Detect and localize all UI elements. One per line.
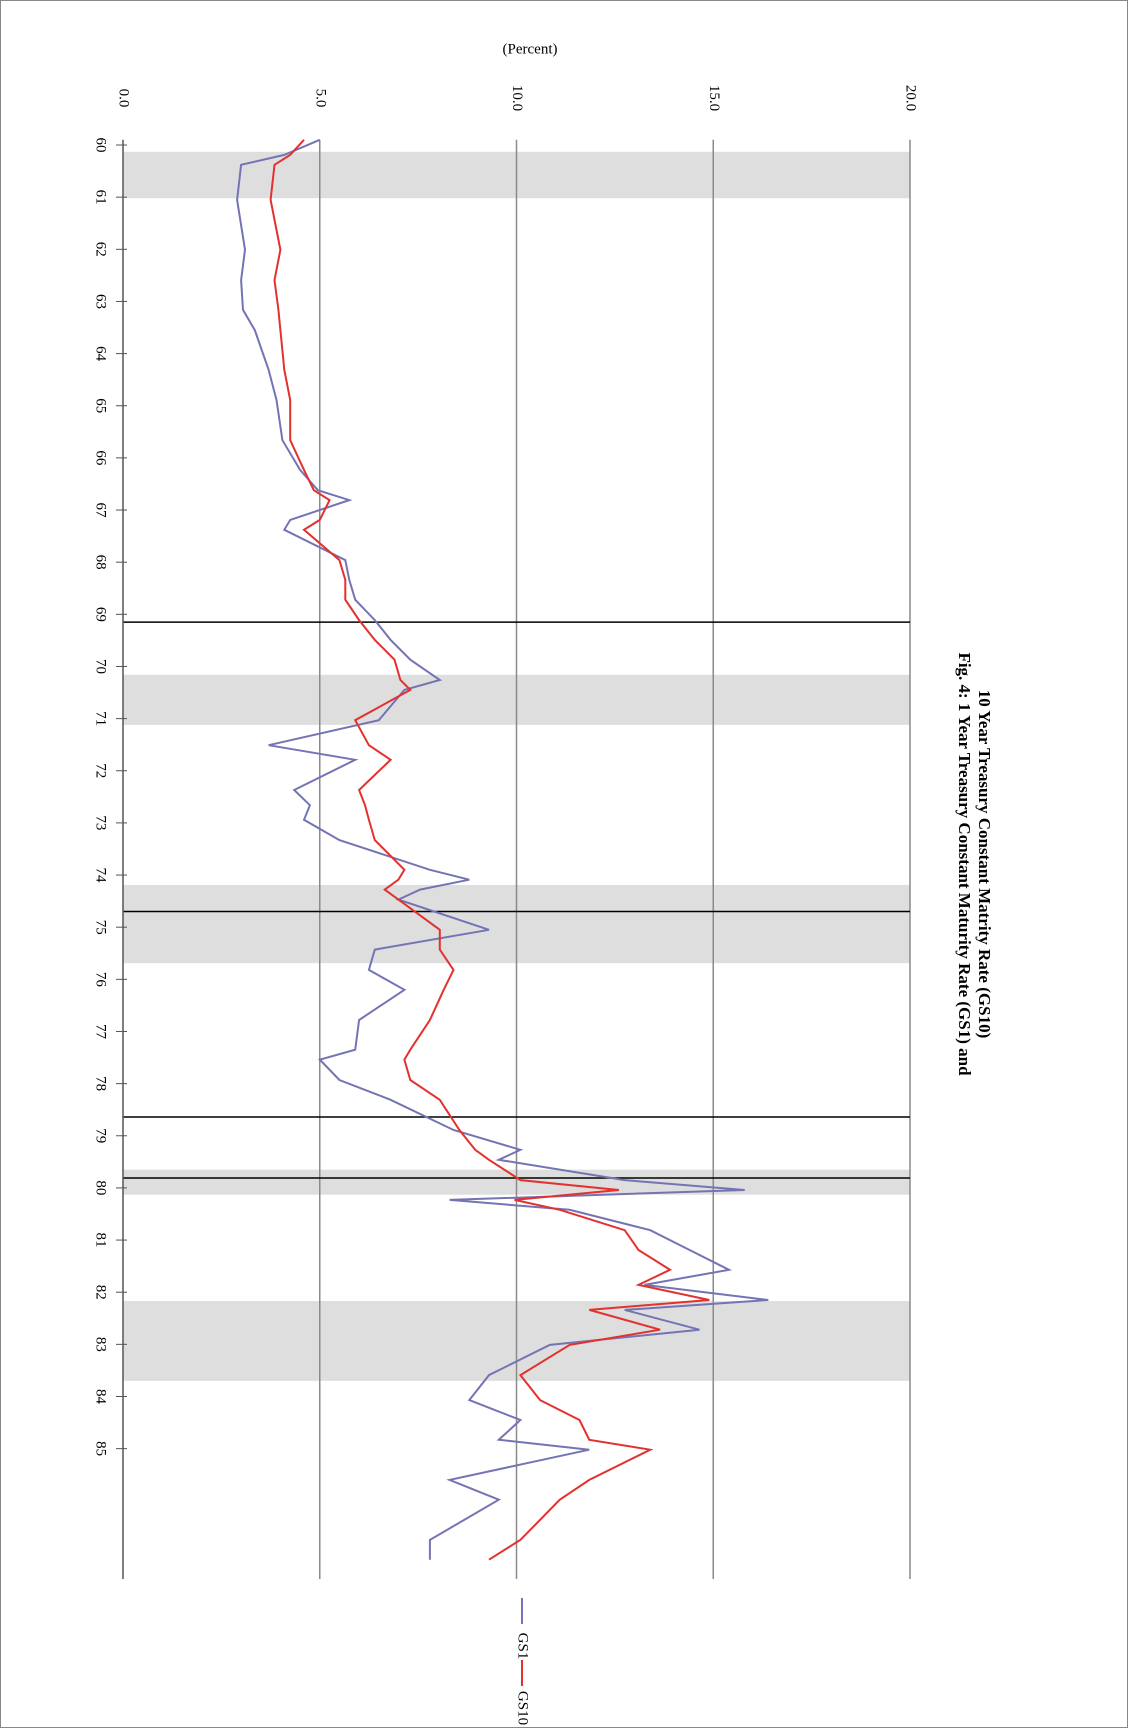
x-tick-label: 85 — [93, 1441, 109, 1456]
x-tick-label: 71 — [93, 711, 109, 726]
x-tick-label: 84 — [93, 1389, 109, 1405]
x-tick-label: 78 — [93, 1076, 109, 1091]
y-tick-label: 0.0 — [116, 89, 132, 108]
x-tick-label: 65 — [93, 398, 109, 413]
chart-title: Fig. 4: 1 Year Treasury Constant Maturit… — [955, 652, 974, 1076]
legend-label: GS10 — [515, 1691, 531, 1725]
x-tick-label: 74 — [93, 868, 109, 884]
y-tick-label: 20.0 — [903, 85, 919, 111]
x-tick-label: 76 — [93, 972, 109, 988]
y-tick-label: 15.0 — [706, 85, 722, 111]
chart-title: 10 Year Treasury Constant Matrity Rate (… — [975, 690, 994, 1038]
y-tick-label: 5.0 — [312, 89, 328, 108]
y-tick-label: 10.0 — [509, 85, 525, 111]
x-tick-label: 80 — [93, 1180, 109, 1195]
x-tick-label: 70 — [93, 659, 109, 674]
x-tick-label: 62 — [93, 242, 109, 257]
x-tick-label: 82 — [93, 1285, 109, 1300]
x-tick-label: 83 — [93, 1337, 109, 1352]
x-tick-label: 68 — [93, 555, 109, 570]
x-tick-label: 63 — [93, 294, 109, 309]
legend-label: GS1 — [515, 1633, 531, 1660]
x-tick-label: 81 — [93, 1233, 109, 1248]
x-tick-label: 64 — [93, 346, 109, 362]
x-tick-label: 67 — [93, 503, 109, 519]
series-line — [236, 138, 769, 1560]
x-tick-label: 66 — [93, 450, 109, 466]
x-tick-label: 69 — [93, 607, 109, 622]
x-tick-label: 75 — [93, 920, 109, 935]
series-line — [269, 139, 710, 1561]
x-tick-label: 73 — [93, 815, 109, 830]
x-tick-label: 60 — [93, 138, 109, 153]
x-tick-label: 72 — [93, 763, 109, 778]
x-tick-label: 61 — [93, 190, 109, 205]
x-tick-label: 77 — [93, 1024, 109, 1040]
x-tick-label: 79 — [93, 1128, 109, 1143]
y-axis-label: (Percent) — [503, 41, 558, 57]
